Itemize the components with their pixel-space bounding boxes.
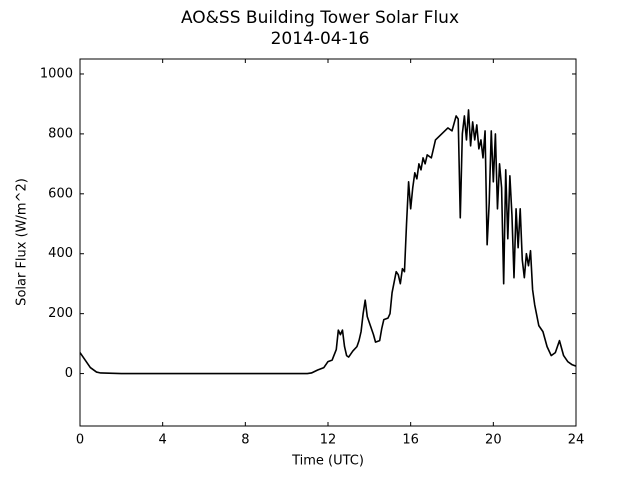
x-tick-label: 24 bbox=[568, 433, 585, 448]
y-tick-label: 800 bbox=[48, 126, 73, 141]
x-tick-label: 4 bbox=[159, 433, 167, 448]
axes-frame bbox=[79, 58, 577, 427]
y-tick-label: 400 bbox=[48, 246, 73, 261]
chart-subtitle: 2014-04-16 bbox=[271, 29, 370, 49]
chart-title: AO&SS Building Tower Solar Flux bbox=[181, 8, 459, 28]
y-tick-label: 1000 bbox=[40, 66, 73, 81]
x-tick-label: 20 bbox=[485, 433, 502, 448]
x-axis-label: Time (UTC) bbox=[291, 454, 364, 469]
x-tick-label: 8 bbox=[241, 433, 249, 448]
y-axis-label: Solar Flux (W/m^2) bbox=[15, 178, 30, 306]
y-tick-label: 0 bbox=[65, 366, 73, 381]
x-tick-label: 16 bbox=[402, 433, 419, 448]
x-tick-label: 12 bbox=[320, 433, 337, 448]
y-tick-label: 600 bbox=[48, 186, 73, 201]
x-tick-label: 0 bbox=[76, 433, 84, 448]
data-line bbox=[79, 109, 577, 375]
y-tick-label: 200 bbox=[48, 306, 73, 321]
